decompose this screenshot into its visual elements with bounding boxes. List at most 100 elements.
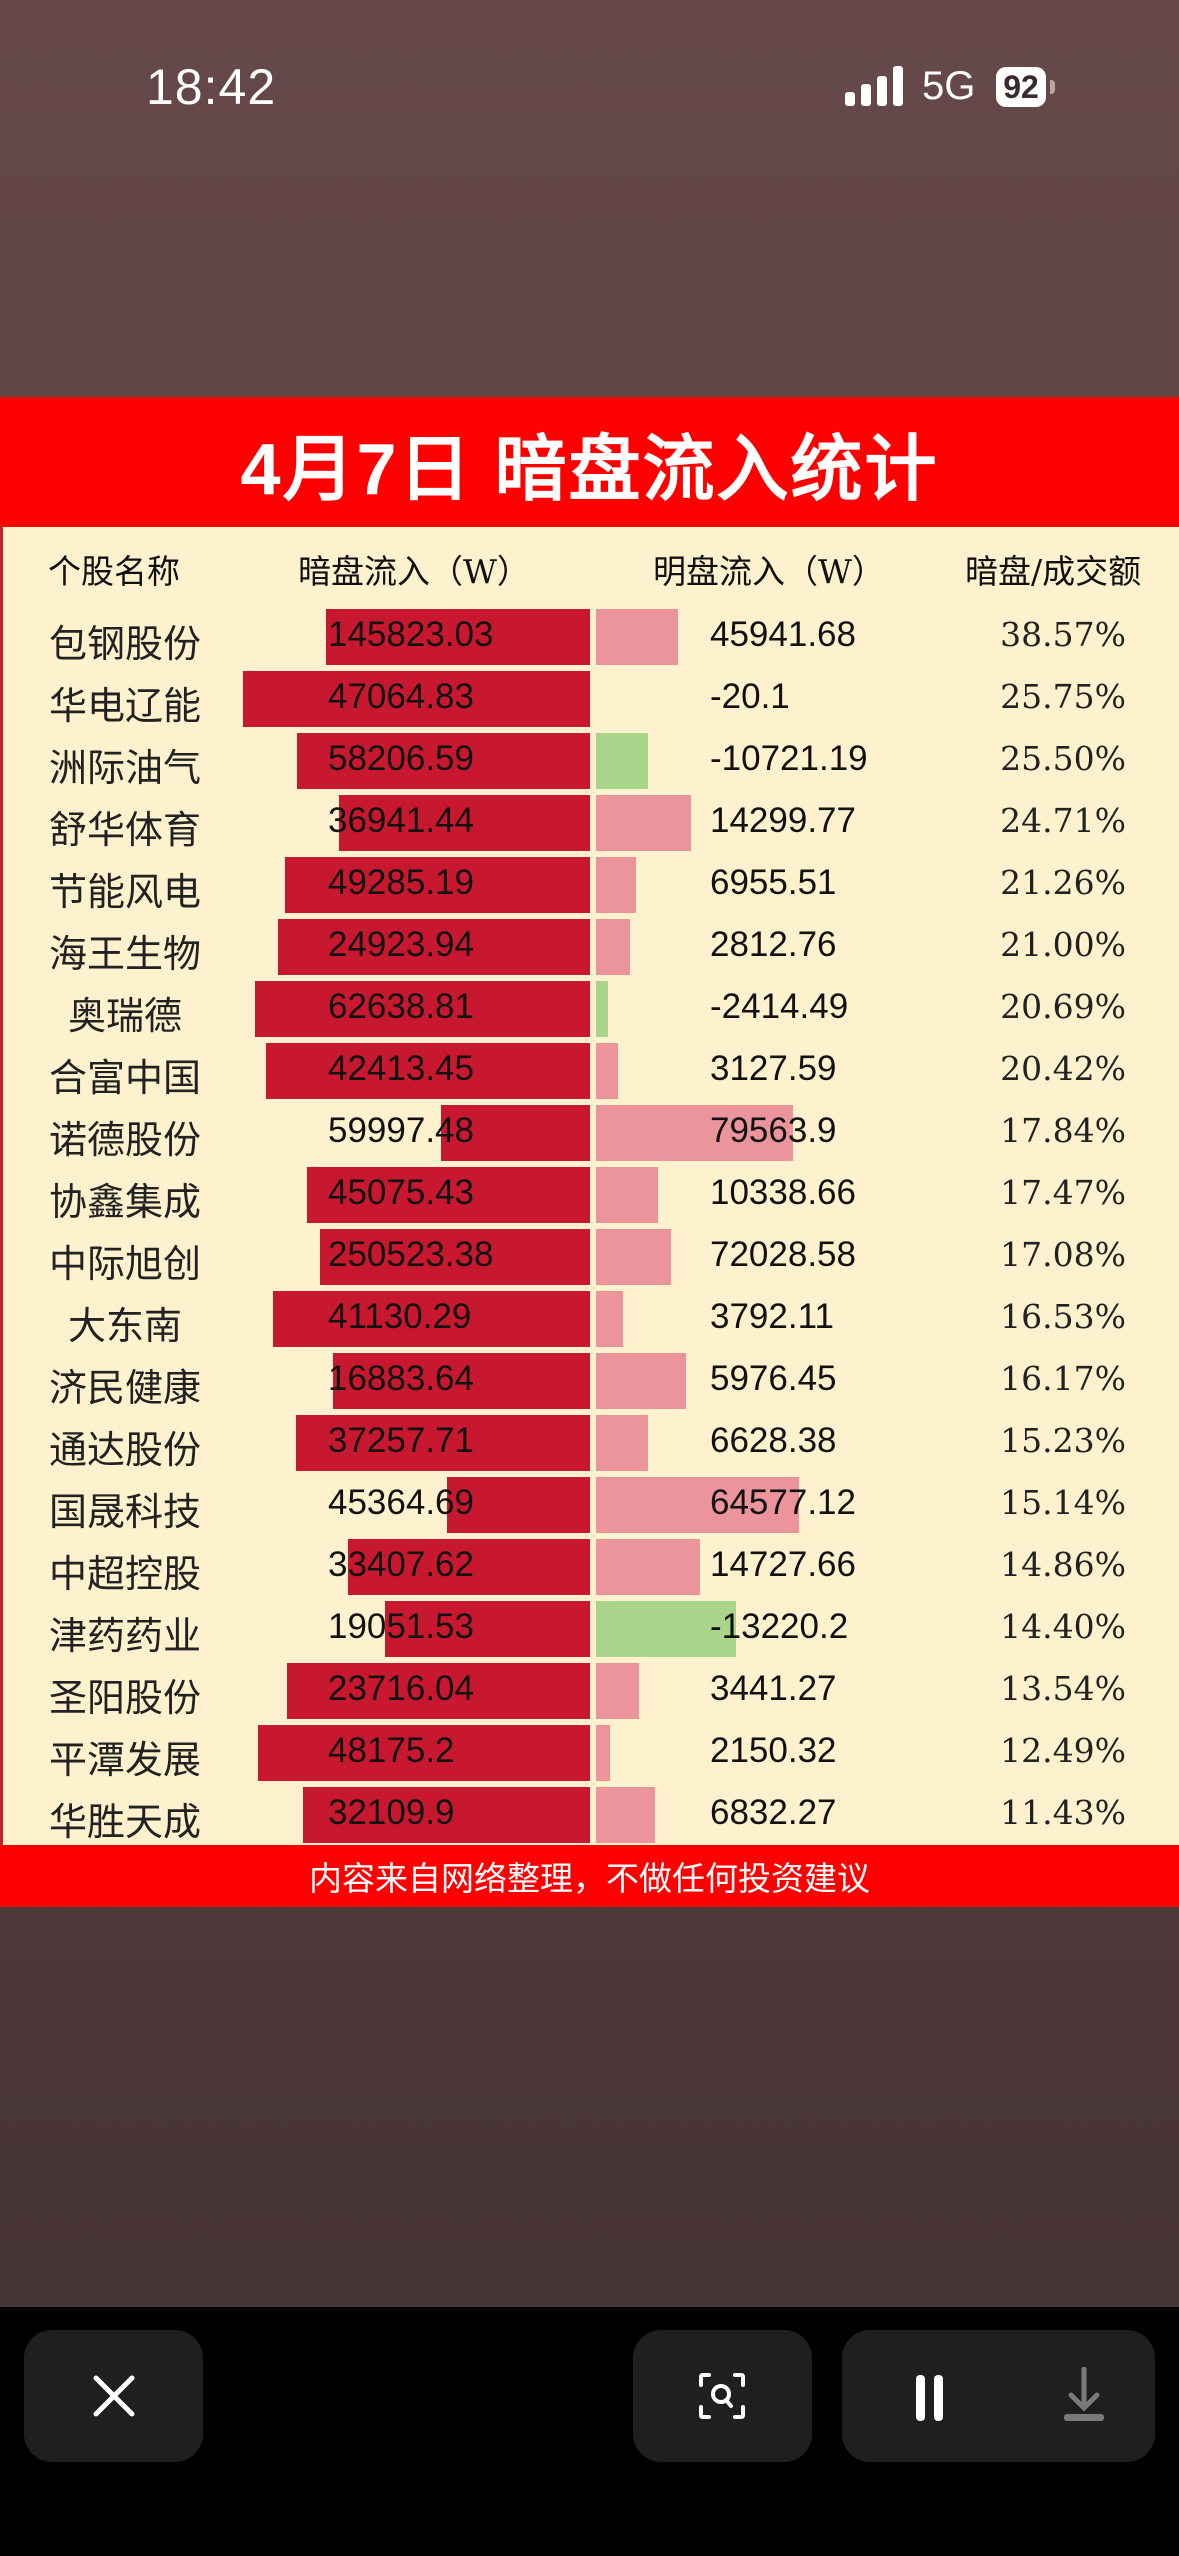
header-name: 个股名称 bbox=[48, 552, 180, 591]
network-type: 5G bbox=[922, 64, 976, 108]
stock-name: 华胜天成 bbox=[48, 1800, 201, 1844]
lit-inflow-value: -13220.2 bbox=[710, 1607, 849, 1646]
lit-inflow-bar bbox=[596, 1539, 700, 1595]
dark-inflow-bar bbox=[297, 733, 590, 789]
lit-inflow-value: 6832.27 bbox=[710, 1793, 837, 1832]
stock-name: 洲际油气 bbox=[48, 746, 201, 790]
dark-inflow-bar bbox=[285, 857, 590, 913]
lit-inflow-value: 10338.66 bbox=[710, 1173, 856, 1212]
lit-inflow-value: -20.1 bbox=[710, 677, 790, 716]
dark-inflow-bar bbox=[278, 919, 590, 975]
dark-inflow-bar bbox=[320, 1229, 590, 1285]
dark-ratio-value: 17.08% bbox=[1000, 1235, 1126, 1274]
header-ratio: 暗盘/成交额 bbox=[965, 552, 1142, 591]
dark-inflow-value: 37257.71 bbox=[328, 1421, 474, 1460]
dark-ratio-value: 11.43% bbox=[1000, 1793, 1126, 1832]
dark-inflow-value: 23716.04 bbox=[328, 1669, 474, 1708]
lit-inflow-value: 14299.77 bbox=[710, 801, 856, 840]
status-bar: 18:42 5G 92 bbox=[0, 0, 1179, 170]
dark-inflow-bar bbox=[255, 981, 590, 1037]
dark-ratio-value: 25.75% bbox=[1000, 677, 1126, 716]
media-controls bbox=[842, 2330, 1155, 2462]
dark-ratio-value: 24.71% bbox=[1000, 801, 1126, 840]
stock-name: 中际旭创 bbox=[48, 1242, 201, 1286]
close-icon bbox=[93, 2375, 135, 2417]
table-row: 中际旭创 250523.38 72028.58 17.08% bbox=[3, 1227, 1179, 1289]
stock-name: 诺德股份 bbox=[48, 1118, 201, 1162]
stock-name: 舒华体育 bbox=[48, 808, 201, 852]
dark-inflow-bar bbox=[385, 1601, 590, 1657]
stock-name: 中超控股 bbox=[48, 1552, 201, 1596]
dark-ratio-value: 20.42% bbox=[1000, 1049, 1126, 1088]
dark-inflow-bar bbox=[287, 1663, 590, 1719]
dark-inflow-bar bbox=[339, 795, 590, 851]
inflow-table: 个股名称 暗盘流入（W） 明盘流入（W） 暗盘/成交额 包钢股份 145823.0… bbox=[0, 527, 1179, 1845]
stock-name: 包钢股份 bbox=[48, 622, 201, 666]
dark-inflow-value: 62638.81 bbox=[328, 987, 474, 1026]
lit-inflow-value: 72028.58 bbox=[710, 1235, 856, 1274]
lit-inflow-value: 3792.11 bbox=[710, 1297, 834, 1336]
dark-inflow-value: 45075.43 bbox=[328, 1173, 474, 1212]
dark-inflow-value: 19051.53 bbox=[328, 1607, 474, 1646]
dark-inflow-value: 47064.83 bbox=[328, 677, 474, 716]
lit-inflow-bar bbox=[596, 1105, 793, 1161]
table-row: 包钢股份 145823.03 45941.68 38.57% bbox=[3, 607, 1179, 669]
pause-icon[interactable] bbox=[912, 2373, 952, 2423]
lit-inflow-bar bbox=[596, 1787, 655, 1843]
dark-ratio-value: 13.54% bbox=[1000, 1669, 1126, 1708]
dark-inflow-value: 36941.44 bbox=[328, 801, 474, 840]
dark-inflow-value: 24923.94 bbox=[328, 925, 474, 964]
dark-inflow-bar bbox=[447, 1477, 590, 1533]
visual-lookup-button[interactable] bbox=[633, 2330, 812, 2462]
dark-inflow-bar bbox=[243, 671, 590, 727]
lit-inflow-value: 2812.76 bbox=[710, 925, 837, 964]
dark-inflow-value: 45364.69 bbox=[328, 1483, 474, 1522]
dark-ratio-value: 15.14% bbox=[1000, 1483, 1126, 1522]
dark-ratio-value: 21.00% bbox=[1000, 925, 1126, 964]
lit-inflow-bar bbox=[596, 733, 648, 789]
dark-ratio-value: 14.86% bbox=[1000, 1545, 1126, 1584]
lit-inflow-bar bbox=[596, 609, 678, 665]
dark-ratio-value: 16.53% bbox=[1000, 1297, 1126, 1336]
lit-inflow-value: 45941.68 bbox=[710, 615, 856, 654]
dark-inflow-value: 250523.38 bbox=[328, 1235, 494, 1274]
stock-name: 平潭发展 bbox=[48, 1738, 201, 1782]
dark-inflow-value: 59997.48 bbox=[328, 1111, 474, 1150]
stock-name: 国晟科技 bbox=[48, 1490, 201, 1534]
lit-inflow-value: 2150.32 bbox=[710, 1731, 837, 1770]
lit-inflow-bar bbox=[596, 857, 636, 913]
lit-inflow-value: 5976.45 bbox=[710, 1359, 837, 1398]
table-row: 圣阳股份 23716.04 3441.27 13.54% bbox=[3, 1661, 1179, 1723]
lit-inflow-bar bbox=[596, 1353, 686, 1409]
stock-name: 华电辽能 bbox=[48, 684, 201, 728]
stock-name: 合富中国 bbox=[48, 1056, 201, 1100]
table-row: 洲际油气 58206.59 -10721.19 25.50% bbox=[3, 731, 1179, 793]
download-icon[interactable] bbox=[1059, 2367, 1109, 2423]
lit-inflow-value: 6628.38 bbox=[710, 1421, 837, 1460]
dark-inflow-bar bbox=[441, 1105, 590, 1161]
dark-ratio-value: 12.49% bbox=[1000, 1731, 1126, 1770]
table-row: 诺德股份 59997.48 79563.9 17.84% bbox=[3, 1103, 1179, 1165]
dark-ratio-value: 16.17% bbox=[1000, 1359, 1126, 1398]
lit-inflow-bar bbox=[596, 1229, 671, 1285]
table-row: 平潭发展 48175.2 2150.32 12.49% bbox=[3, 1723, 1179, 1785]
stock-name: 圣阳股份 bbox=[48, 1676, 201, 1720]
dark-inflow-bar bbox=[273, 1291, 590, 1347]
lit-inflow-value: 3441.27 bbox=[710, 1669, 837, 1708]
table-row: 合富中国 42413.45 3127.59 20.42% bbox=[3, 1041, 1179, 1103]
table-row: 奥瑞德 62638.81 -2414.49 20.69% bbox=[3, 979, 1179, 1041]
stock-name: 济民健康 bbox=[48, 1366, 201, 1410]
lit-inflow-bar bbox=[596, 1601, 736, 1657]
lit-inflow-value: 79563.9 bbox=[710, 1111, 837, 1150]
stock-name: 通达股份 bbox=[48, 1428, 201, 1472]
header-lit-inflow: 明盘流入（W） bbox=[653, 552, 885, 591]
dark-ratio-value: 25.50% bbox=[1000, 739, 1126, 778]
bottom-toolbar bbox=[0, 2307, 1179, 2556]
dark-inflow-bar bbox=[303, 1787, 590, 1843]
dark-inflow-value: 49285.19 bbox=[328, 863, 474, 902]
dark-inflow-value: 48175.2 bbox=[328, 1731, 455, 1770]
battery-icon: 92 bbox=[996, 67, 1046, 107]
close-button[interactable] bbox=[24, 2330, 203, 2462]
table-row: 通达股份 37257.71 6628.38 15.23% bbox=[3, 1413, 1179, 1475]
table-row: 津药药业 19051.53 -13220.2 14.40% bbox=[3, 1599, 1179, 1661]
